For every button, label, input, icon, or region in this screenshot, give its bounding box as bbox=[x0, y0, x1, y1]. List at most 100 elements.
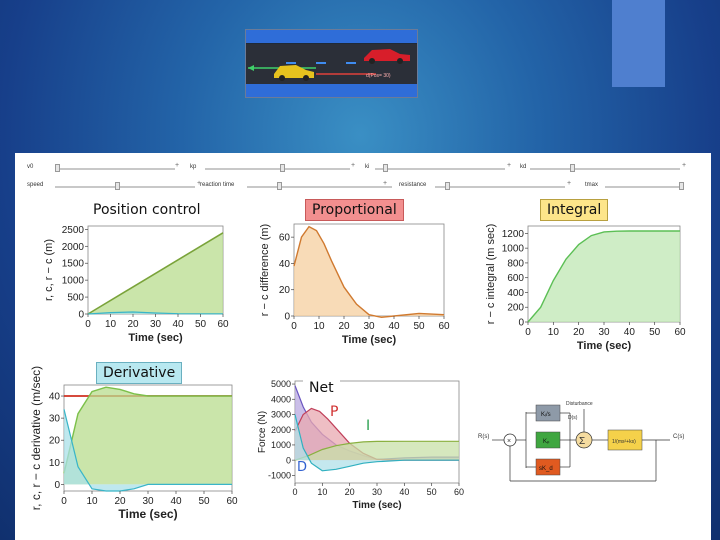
plus-icon[interactable]: + bbox=[175, 162, 180, 169]
x-tick-label: 40 bbox=[399, 487, 409, 497]
x-tick-label: 60 bbox=[454, 487, 464, 497]
slider-knob[interactable] bbox=[277, 182, 282, 190]
x-tick-label: 50 bbox=[195, 319, 207, 330]
slider-knob[interactable] bbox=[679, 182, 684, 190]
slider-label-ki: ki bbox=[365, 164, 370, 170]
x-tick-label: 0 bbox=[291, 321, 297, 332]
slider-v0[interactable] bbox=[55, 168, 175, 170]
x-tick-label: 20 bbox=[114, 496, 126, 507]
road-edge-bottom bbox=[246, 84, 417, 97]
series-line bbox=[87, 311, 223, 315]
y-tick-label: 1500 bbox=[62, 259, 85, 270]
net-tag: Net bbox=[303, 378, 340, 398]
plus-icon[interactable]: + bbox=[567, 180, 572, 187]
bd-sum-label: Σ bbox=[579, 436, 585, 447]
slider-tmax[interactable] bbox=[605, 186, 683, 188]
x-tick-label: 40 bbox=[388, 321, 400, 332]
integral-tag: Integral bbox=[540, 199, 609, 221]
slider-ki[interactable] bbox=[375, 168, 505, 170]
y-tick-label: 800 bbox=[507, 258, 524, 269]
plus-icon[interactable]: + bbox=[351, 162, 356, 169]
slider-speed[interactable] bbox=[55, 186, 195, 188]
y-tick-label: 1000 bbox=[62, 276, 85, 287]
y-tick-label: 60 bbox=[279, 233, 291, 244]
x-axis-label: Time (sec) bbox=[128, 332, 183, 344]
y-axis-label: Force (N) bbox=[257, 411, 268, 453]
bd-input-label: R(s) bbox=[478, 434, 489, 440]
x-tick-label: 10 bbox=[317, 487, 327, 497]
position-chart: 0 10 20 30 40 50 60 0 500 1000 1500 2000 2500 Time (s… bbox=[43, 225, 229, 344]
position-control-tag: Position control bbox=[87, 200, 207, 220]
x-tick-label: 20 bbox=[338, 321, 350, 332]
block-diagram: R(s) × Kᵢ/s Kₚ sK_d Σ Disturbance D(s) 1… bbox=[478, 401, 684, 482]
x-tick-label: 50 bbox=[427, 487, 437, 497]
series-line bbox=[294, 440, 459, 461]
slider-knob[interactable] bbox=[570, 164, 575, 172]
x-tick-label: 60 bbox=[438, 321, 450, 332]
y-tick-label: 1200 bbox=[502, 229, 525, 240]
slider-resistance[interactable] bbox=[435, 186, 565, 188]
svg-text:×: × bbox=[507, 438, 511, 445]
series-area bbox=[64, 387, 232, 485]
x-tick-label: 20 bbox=[573, 327, 585, 338]
derivative-tag: Derivative bbox=[96, 362, 183, 384]
red-car-icon bbox=[364, 49, 410, 64]
plus-icon[interactable]: + bbox=[197, 180, 202, 187]
y-tick-label: 30 bbox=[49, 414, 61, 425]
slider-label-tmax: tmax bbox=[585, 182, 599, 188]
y-axis-label: r, c, r − c (m) bbox=[43, 239, 55, 301]
bd-d-label: D(s) bbox=[568, 415, 578, 421]
slider-label-v0: v0 bbox=[27, 164, 34, 170]
lane-marking bbox=[286, 62, 296, 64]
y-tick-label: 2500 bbox=[62, 225, 85, 236]
x-tick-label: 50 bbox=[198, 496, 210, 507]
x-tick-label: 0 bbox=[61, 496, 67, 507]
y-tick-label: 40 bbox=[49, 392, 61, 403]
arrow-head-icon bbox=[248, 65, 254, 71]
lane-marking bbox=[316, 62, 326, 64]
bd-disturbance-label: Disturbance bbox=[566, 401, 593, 407]
x-axis-label: Time (sec) bbox=[577, 340, 632, 352]
x-tick-label: 30 bbox=[363, 321, 375, 332]
slider-kp[interactable] bbox=[205, 168, 350, 170]
proportional-tag: Proportional bbox=[305, 199, 404, 221]
bd-output-label: C(s) bbox=[673, 434, 684, 440]
slider-knob[interactable] bbox=[280, 164, 285, 172]
y-tick-label: 40 bbox=[279, 259, 291, 270]
bd-plant-label: 1/(ms²+ks) bbox=[612, 439, 636, 445]
y-axis-label: r − c difference (m) bbox=[259, 224, 271, 316]
series-area bbox=[64, 409, 232, 491]
slider-knob[interactable] bbox=[115, 182, 120, 190]
slider-knob[interactable] bbox=[445, 182, 450, 190]
y-axis-label: r − c integral (m sec) bbox=[485, 224, 497, 325]
y-tick-label: 5000 bbox=[271, 379, 291, 389]
slider-knob[interactable] bbox=[55, 164, 60, 172]
slider-knob[interactable] bbox=[383, 164, 388, 172]
y-tick-label: -1000 bbox=[268, 471, 291, 481]
slider-reaction-time[interactable] bbox=[247, 186, 392, 188]
plus-icon[interactable]: + bbox=[682, 162, 687, 169]
x-tick-label: 10 bbox=[86, 496, 98, 507]
slider-kd[interactable] bbox=[530, 168, 680, 170]
x-tick-label: 0 bbox=[292, 487, 297, 497]
y-tick-label: 3000 bbox=[271, 410, 291, 420]
car-graphics bbox=[248, 49, 410, 81]
y-tick-label: 200 bbox=[507, 303, 524, 314]
series-line bbox=[63, 409, 232, 492]
x-tick-label: 40 bbox=[170, 496, 182, 507]
slider-label-kd: kd bbox=[520, 164, 527, 170]
series-area bbox=[528, 231, 680, 322]
series-line bbox=[63, 386, 232, 474]
y-tick-label: 1000 bbox=[502, 244, 525, 255]
y-tick-label: 0 bbox=[284, 312, 290, 323]
y-tick-label: 500 bbox=[67, 293, 84, 304]
y-tick-label: 2000 bbox=[271, 425, 291, 435]
x-tick-label: 30 bbox=[598, 327, 610, 338]
position-readout: d(Pos= 30) bbox=[366, 73, 391, 79]
x-tick-label: 30 bbox=[372, 487, 382, 497]
plus-icon[interactable]: + bbox=[507, 162, 512, 169]
i-tag: I bbox=[366, 418, 371, 434]
bd-integral-block-label: Kᵢ/s bbox=[541, 412, 551, 418]
plus-icon[interactable]: + bbox=[383, 180, 388, 187]
